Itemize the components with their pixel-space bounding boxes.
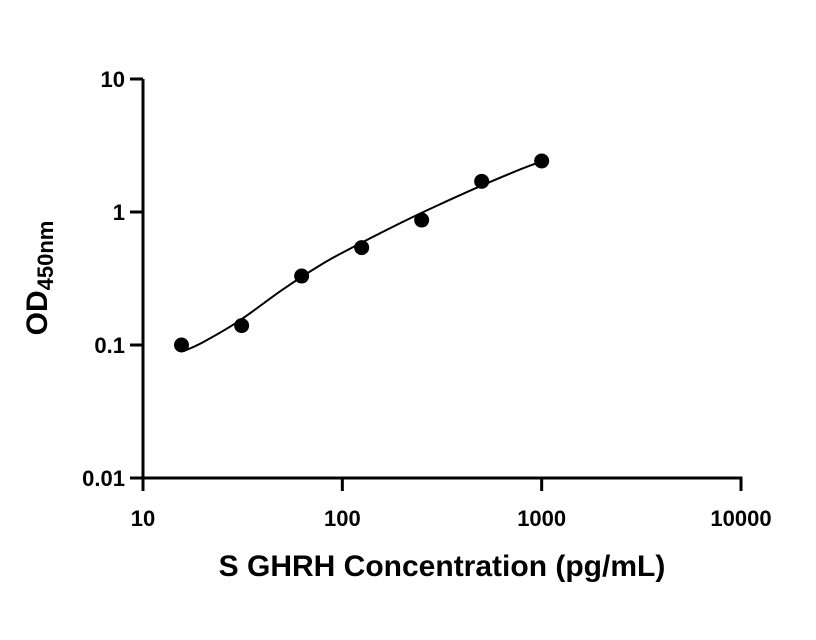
y-axis-title-subscript: 450nm <box>33 221 58 291</box>
data-point <box>534 153 550 169</box>
y-tick-label: 1 <box>113 200 125 225</box>
y-axis-title-main: OD <box>21 290 54 335</box>
data-point <box>474 173 490 189</box>
x-tick-label: 10 <box>131 506 155 531</box>
x-tick-label: 1000 <box>517 506 566 531</box>
y-tick-label: 10 <box>101 67 125 92</box>
data-point <box>173 337 189 353</box>
data-points-layer <box>173 153 550 353</box>
y-tick-label: 0.1 <box>94 333 125 358</box>
y-axis-title: OD450nm <box>21 221 58 336</box>
y-tick-label: 0.01 <box>82 466 125 491</box>
axes: 10 100 1000 10000 0.01 0.1 1 10 <box>82 67 771 531</box>
data-point <box>294 268 310 284</box>
data-point <box>414 212 430 228</box>
x-tick-label: 10000 <box>710 506 771 531</box>
data-point <box>354 240 370 256</box>
x-axis-title: S GHRH Concentration (pg/mL) <box>219 550 666 583</box>
data-point <box>234 318 250 334</box>
x-tick-label: 100 <box>324 506 361 531</box>
